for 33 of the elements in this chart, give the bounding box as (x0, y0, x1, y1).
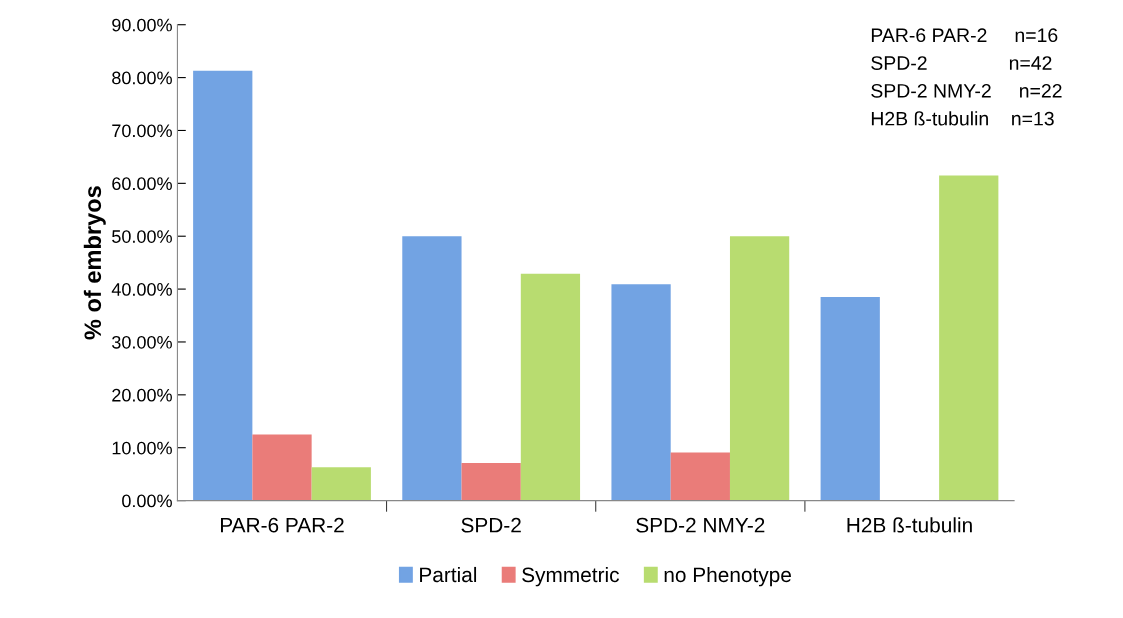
y-tick-label: 60.00% (112, 177, 172, 191)
annotation: SPD-2 n=42 (871, 56, 1052, 70)
x-tick-label: H2B ß-tubulin (847, 517, 972, 533)
x-tick-label: SPD-2 (461, 517, 521, 533)
annotation: SPD-2 NMY-2 n=22 (871, 83, 1062, 98)
bar (611, 284, 671, 501)
x-tick-label: PAR-6 PAR-2 (221, 517, 344, 533)
annotation: PAR-6 PAR-2 n=16 (871, 28, 1058, 43)
bar (820, 297, 880, 501)
y-tick-label: 80.00% (112, 71, 172, 85)
bar (402, 236, 462, 501)
y-tick-label: 50.00% (112, 230, 172, 243)
legend-label: Symmetric (522, 566, 620, 587)
bar (729, 236, 790, 501)
x-tick-label: SPD-2 NMY-2 (636, 517, 765, 533)
y-axis-title: % of embryos (83, 186, 106, 340)
bar (461, 463, 521, 501)
bar (670, 452, 730, 501)
bar (520, 273, 581, 501)
bar (193, 70, 253, 501)
legend-label: no Phenotype (664, 566, 791, 587)
y-tick-label: 0.00% (122, 494, 172, 508)
y-tick-label: 90.00% (112, 18, 172, 32)
y-tick-label: 20.00% (112, 388, 172, 402)
legend-label: Partial (420, 566, 477, 583)
annotation: H2B ß-tubulin n=13 (871, 111, 1054, 126)
y-tick-label: 70.00% (112, 124, 172, 138)
y-tick-label: 10.00% (112, 441, 172, 455)
bar (252, 434, 312, 501)
y-tick-label: 40.00% (111, 283, 172, 296)
y-tick-label: 30.00% (112, 335, 172, 349)
bar (939, 175, 999, 501)
bar (311, 467, 371, 501)
